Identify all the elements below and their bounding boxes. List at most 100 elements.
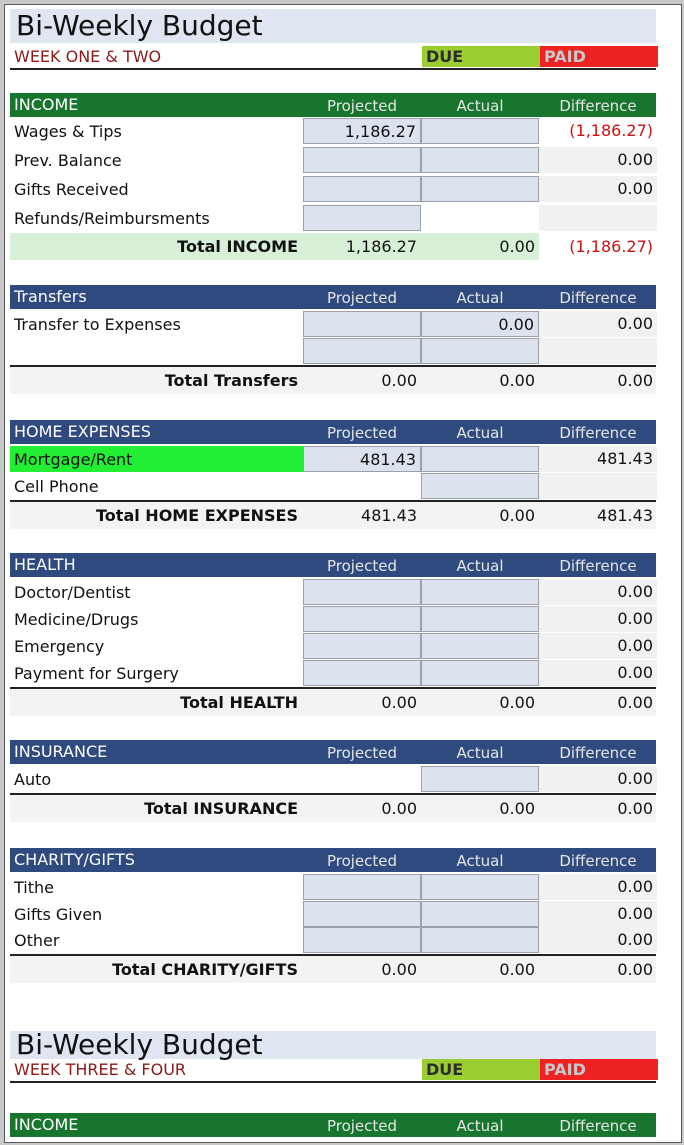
- row-label: Doctor/Dentist: [14, 583, 131, 602]
- table-row: Gifts Given 0.00: [10, 901, 657, 928]
- week-label: WEEK ONE & TWO: [14, 47, 162, 66]
- difference-cell: [539, 205, 657, 231]
- total-projected: 0.00: [381, 693, 417, 712]
- row-label: Emergency: [14, 637, 105, 656]
- table-row: Cell Phone: [10, 473, 657, 500]
- row-label: Transfer to Expenses: [14, 315, 181, 334]
- actual-cell[interactable]: [421, 579, 539, 605]
- table-row: Medicine/Drugs 0.00: [10, 606, 657, 633]
- title-band: [10, 1031, 656, 1059]
- projected-cell[interactable]: [303, 147, 421, 173]
- projected-cell[interactable]: [303, 766, 421, 792]
- col-difference: Difference: [559, 424, 637, 442]
- projected-cell[interactable]: [303, 579, 421, 605]
- actual-cell[interactable]: [421, 176, 539, 202]
- row-label: Medicine/Drugs: [14, 610, 139, 629]
- section-title: INCOME: [14, 1115, 79, 1134]
- table-row: Other 0.00: [10, 927, 657, 954]
- total-projected: 0.00: [381, 799, 417, 818]
- total-row-health: Total HEALTH 0.00 0.00 0.00: [10, 687, 656, 716]
- due-label: DUE: [426, 47, 464, 66]
- col-actual: Actual: [456, 289, 504, 307]
- table-row: Wages & Tips 1,186.27 (1,186.27): [10, 118, 656, 145]
- total-row-insurance: Total INSURANCE 0.00 0.00 0.00: [10, 793, 656, 822]
- col-difference: Difference: [559, 289, 637, 307]
- actual-cell[interactable]: [421, 633, 539, 659]
- week-header: WEEK THREE & FOUR DUE PAID: [10, 1059, 658, 1083]
- actual-cell[interactable]: [421, 338, 539, 364]
- total-row-charity: Total CHARITY/GIFTS 0.00 0.00 0.00: [10, 954, 656, 983]
- table-row: Tithe 0.00: [10, 874, 657, 901]
- total-actual: 0.00: [499, 799, 535, 818]
- section-title: HEALTH: [14, 555, 76, 574]
- paid-label: PAID: [544, 1060, 586, 1079]
- actual-cell[interactable]: [421, 606, 539, 632]
- difference-cell: 0.00: [539, 606, 657, 632]
- table-row: Mortgage/Rent 481.43 481.43: [10, 446, 657, 473]
- table-row: Doctor/Dentist 0.00: [10, 579, 657, 606]
- section-title: INCOME: [14, 95, 79, 114]
- actual-cell[interactable]: [421, 473, 539, 499]
- col-difference: Difference: [559, 97, 637, 115]
- projected-cell[interactable]: [303, 660, 421, 686]
- projected-cell[interactable]: [303, 473, 421, 499]
- due-flag[interactable]: DUE: [422, 46, 540, 67]
- projected-cell[interactable]: [303, 874, 421, 900]
- difference-cell: 0.00: [539, 901, 657, 927]
- paid-flag[interactable]: PAID: [540, 1059, 658, 1080]
- actual-cell[interactable]: [421, 874, 539, 900]
- total-difference: 481.43: [597, 506, 653, 525]
- actual-cell[interactable]: [421, 147, 539, 173]
- projected-cell[interactable]: [303, 176, 421, 202]
- col-projected: Projected: [326, 852, 398, 870]
- actual-cell[interactable]: [421, 927, 539, 953]
- row-label: Cell Phone: [14, 477, 99, 496]
- projected-cell[interactable]: [303, 927, 421, 953]
- difference-cell: [539, 473, 657, 499]
- projected-cell[interactable]: [303, 205, 421, 231]
- projected-cell[interactable]: 481.43: [303, 446, 421, 472]
- actual-cell[interactable]: [421, 205, 539, 231]
- difference-cell: 0.00: [539, 633, 657, 659]
- projected-cell[interactable]: [303, 901, 421, 927]
- actual-cell[interactable]: [421, 766, 539, 792]
- row-highlight: [10, 446, 303, 472]
- section-header-income: INCOME Projected Actual Difference: [10, 1113, 656, 1137]
- projected-cell[interactable]: [303, 338, 421, 364]
- projected-cell[interactable]: [303, 633, 421, 659]
- actual-cell[interactable]: [421, 660, 539, 686]
- total-difference: 0.00: [617, 960, 653, 979]
- projected-cell[interactable]: [303, 606, 421, 632]
- section-header-health: HEALTH Projected Actual Difference: [10, 553, 656, 577]
- paid-flag[interactable]: PAID: [540, 46, 658, 67]
- projected-cell[interactable]: 1,186.27: [303, 118, 421, 144]
- col-difference: Difference: [559, 557, 637, 575]
- difference-cell: 0.00: [539, 176, 657, 202]
- col-projected: Projected: [326, 557, 398, 575]
- col-difference: Difference: [559, 852, 637, 870]
- col-actual: Actual: [456, 852, 504, 870]
- total-actual: 0.00: [499, 693, 535, 712]
- actual-cell[interactable]: [421, 901, 539, 927]
- col-actual: Actual: [456, 557, 504, 575]
- due-flag[interactable]: DUE: [422, 1059, 540, 1080]
- difference-cell: 0.00: [539, 311, 657, 337]
- difference-cell: (1,186.27): [569, 121, 653, 140]
- actual-cell[interactable]: [421, 118, 539, 144]
- total-label: Total CHARITY/GIFTS: [112, 960, 298, 979]
- total-difference: 0.00: [617, 371, 653, 390]
- table-row: Refunds/Reimbursments: [10, 205, 657, 232]
- week-header: WEEK ONE & TWO DUE PAID: [10, 46, 658, 70]
- difference-cell: 0.00: [539, 579, 657, 605]
- projected-cell[interactable]: [303, 311, 421, 337]
- actual-cell[interactable]: 0.00: [421, 311, 539, 337]
- row-label: Payment for Surgery: [14, 664, 179, 683]
- total-row-income: Total INCOME 1,186.27 0.00 (1,186.27): [10, 233, 657, 260]
- row-label: Auto: [14, 770, 52, 789]
- budget-sheet: Bi-Weekly Budget WEEK ONE & TWO DUE PAID…: [4, 4, 682, 1143]
- actual-cell[interactable]: [421, 446, 539, 472]
- total-label: Total Transfers: [164, 371, 298, 390]
- difference-cell: 0.00: [539, 874, 657, 900]
- row-label: Gifts Received: [14, 180, 129, 199]
- total-label: Total INCOME: [177, 237, 298, 256]
